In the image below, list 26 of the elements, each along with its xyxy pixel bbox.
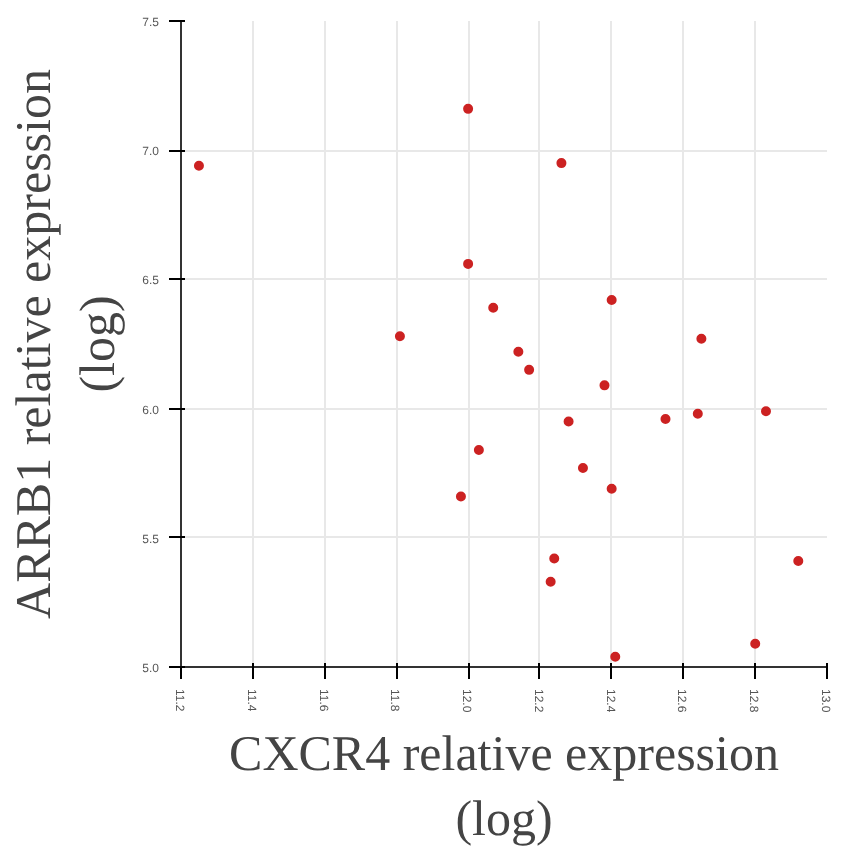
point xyxy=(606,483,617,494)
point xyxy=(793,556,804,567)
point xyxy=(545,576,556,587)
point xyxy=(463,103,474,114)
point xyxy=(549,553,560,564)
point xyxy=(577,463,588,474)
point xyxy=(696,333,707,344)
point xyxy=(606,295,617,306)
point xyxy=(473,444,484,455)
point xyxy=(760,406,771,417)
point xyxy=(193,160,204,171)
point xyxy=(488,302,499,313)
point xyxy=(750,638,761,649)
point xyxy=(463,258,474,269)
x-axis-title: CXCR4 relative expression (log) xyxy=(229,728,780,848)
point xyxy=(394,331,405,342)
y-axis-title: ARRB1 relative expression (log) xyxy=(7,68,127,619)
point xyxy=(556,158,567,169)
point xyxy=(513,346,524,357)
point xyxy=(692,408,703,419)
point xyxy=(610,651,621,662)
point xyxy=(455,491,466,502)
point xyxy=(660,413,671,424)
point xyxy=(563,416,574,427)
point xyxy=(524,364,535,375)
point xyxy=(599,380,610,391)
